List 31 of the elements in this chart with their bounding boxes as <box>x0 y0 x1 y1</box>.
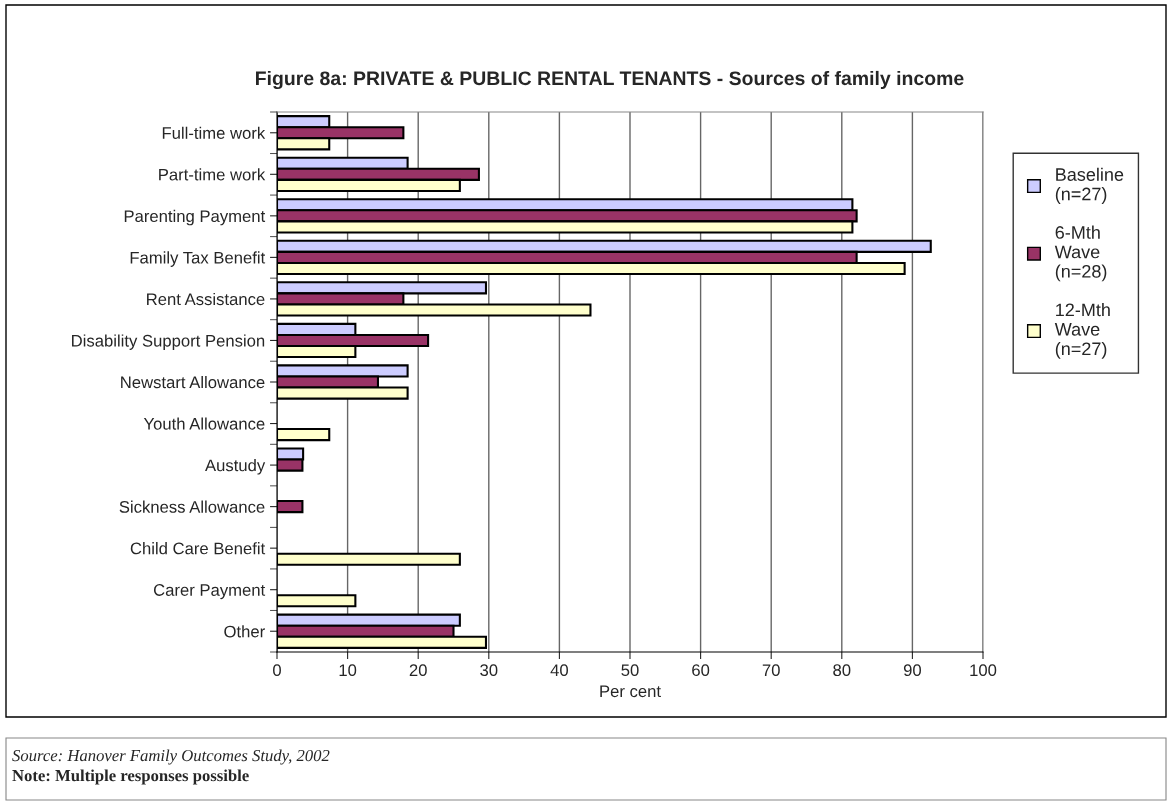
x-tick-label: 90 <box>903 664 922 677</box>
x-axis-title: Per cent <box>600 685 661 698</box>
x-tick-label: 100 <box>970 664 997 677</box>
y-tick-label: Sickness Allowance <box>119 500 265 513</box>
y-tick-label: Newstart Allowance <box>121 375 265 389</box>
y-tick-label: Full-time work <box>162 126 266 139</box>
x-tick-label: 80 <box>833 664 851 677</box>
y-tick-label: Carer Payment <box>153 584 266 600</box>
legend-label: 12-Mth Wave (n=27) <box>1054 303 1110 359</box>
y-tick-label: Child Care Benefit <box>130 542 266 555</box>
y-tick-label: Rent Assistance <box>147 292 265 306</box>
x-tick-label: 70 <box>762 664 780 677</box>
y-tick-label: Part-time work <box>159 168 266 181</box>
x-tick-label: 10 <box>339 664 357 677</box>
x-tick-label: 50 <box>621 664 639 677</box>
y-tick-label: Disability Support Pension <box>72 334 265 350</box>
source-note: Source: Hanover Family Outcomes Study, 2002 <box>12 749 330 765</box>
x-tick-label: 20 <box>409 664 427 677</box>
y-tick-label: Other <box>224 625 265 638</box>
chart-title: Figure 8a: PRIVATE & PUBLIC RENTAL TENANTS - Sources of family income <box>256 70 964 90</box>
y-tick-label: Youth Allowance <box>143 417 265 430</box>
legend-label: Baseline (n=27) <box>1055 167 1124 204</box>
x-tick-label: 0 <box>273 664 281 677</box>
legend-label: 6-Mth Wave (n=28) <box>1054 225 1107 282</box>
y-tick-label: Family Tax Benefit <box>130 251 266 267</box>
x-tick-label: 40 <box>550 664 569 677</box>
x-tick-label: 60 <box>692 664 710 677</box>
y-tick-label: Parenting Payment <box>124 209 266 226</box>
text: Note: Multiple responses possible <box>12 769 249 785</box>
x-tick-label: 30 <box>480 664 498 677</box>
y-tick-label: Austudy <box>205 459 266 475</box>
